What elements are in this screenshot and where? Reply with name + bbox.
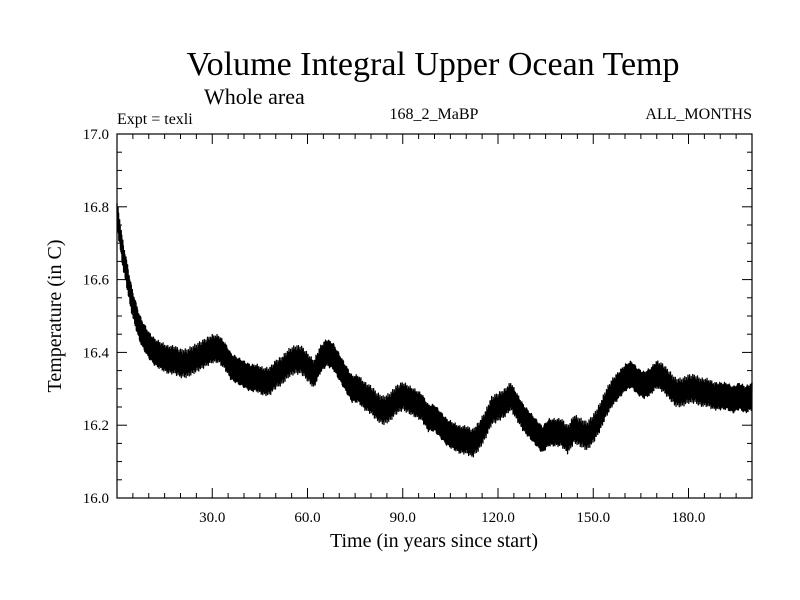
y-axis-ticks <box>117 151 752 481</box>
x-tick-label: 90.0 <box>390 510 416 526</box>
temperature-series-line <box>116 203 753 458</box>
x-axis-tick-labels: 30.0 60.0 90.0 120.0 150.0 180.0 <box>199 510 705 526</box>
chart-subtitle: Whole area <box>204 84 305 109</box>
x-tick-label: 60.0 <box>294 510 320 526</box>
y-tick-label: 17.0 <box>83 127 109 143</box>
annotation-run-id: 168_2_MaBP <box>390 106 479 123</box>
annotation-months: ALL_MONTHS <box>645 106 752 123</box>
y-tick-label: 16.0 <box>83 491 109 507</box>
y-tick-label: 16.6 <box>83 273 110 289</box>
x-tick-label: 30.0 <box>199 510 225 526</box>
y-axis-tick-labels: 16.0 16.2 16.4 16.6 16.8 17.0 <box>83 127 110 507</box>
x-tick-label: 120.0 <box>481 510 515 526</box>
x-axis-label: Time (in years since start) <box>330 530 538 552</box>
y-tick-label: 16.2 <box>83 418 109 434</box>
x-tick-label: 180.0 <box>672 510 706 526</box>
chart-title: Volume Integral Upper Ocean Temp <box>187 46 680 83</box>
x-axis-ticks <box>132 134 737 498</box>
annotation-experiment: Expt = texli <box>117 111 193 128</box>
y-tick-label: 16.8 <box>83 200 109 216</box>
plot-frame <box>116 133 753 499</box>
y-axis-label: Temperature (in C) <box>44 240 66 393</box>
y-tick-label: 16.4 <box>83 345 110 361</box>
x-tick-label: 150.0 <box>576 510 610 526</box>
